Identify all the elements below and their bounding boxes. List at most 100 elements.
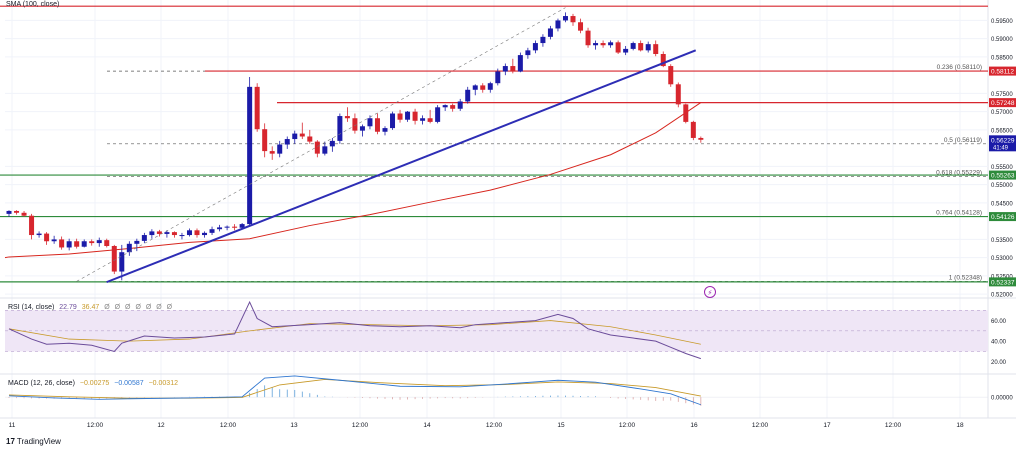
candle-body [299,133,305,137]
candle-body [186,230,192,236]
bullish-candle [457,98,463,111]
price-tag-label: 0.52337 [991,279,1015,286]
candle-body [367,118,373,127]
time-tick-label: 12 [157,422,165,429]
candle-body [668,66,674,85]
candle-body [59,239,65,248]
bullish-candle [337,113,343,144]
bullish-candle [179,232,185,240]
bullish-candle [405,110,411,122]
bearish-candle [269,146,275,160]
candle-body [638,43,644,51]
macd-tick-label: 0.00000 [991,396,1013,402]
bearish-candle [683,103,689,124]
price-tag-label: 0.54126 [991,214,1015,221]
time-tick-label: 12:00 [87,422,104,429]
candle-body [337,116,343,141]
bullish-candle [36,231,42,238]
time-tick-label: 15 [557,422,565,429]
time-axis[interactable]: 11 12:00 12 12:00 13 12:00 14 12:00 15 12:00 16 12:… [9,422,964,429]
bullish-candle [487,81,493,93]
bullish-candle [608,40,614,48]
bearish-candle [675,82,681,108]
bearish-candle [89,239,95,246]
macd-legend[interactable]: MACD (12, 26, close) −0.00275 −0.00587 −… [8,380,181,387]
candle-body [623,48,629,53]
candle-body [141,235,147,241]
rsi-legend[interactable]: RSI (14, close) 22.79 36.47 Ø Ø Ø Ø Ø Ø … [8,304,175,311]
candle-body [277,144,283,154]
candle-body [126,243,132,253]
sma-legend[interactable]: SMA (100, close) [6,1,62,8]
price-tag-box [989,66,1016,76]
tv-brand: TradingView [16,437,61,446]
candle-body [382,128,388,132]
rsi-ma-value: 36.47 [81,304,100,311]
candle-body [420,118,426,121]
bullish-candle [141,232,147,244]
rsi-value: 22.79 [59,304,77,311]
bearish-candle [450,103,456,112]
price-tick-label: 0.54500 [991,201,1013,207]
candle-body [179,235,185,237]
price-axis[interactable]: 0.59500 0.59000 0.58500 0.57500 0.57000 0.565… [989,19,1016,402]
candle-body [66,241,72,248]
price-tick-label: 0.59000 [991,37,1013,43]
candle-body [284,139,290,145]
candle-body [156,231,162,234]
bearish-candle [232,224,238,231]
bearish-candle [254,83,260,132]
bearish-candle [111,244,117,275]
bearish-candle [615,40,621,55]
candle-body [450,105,456,109]
candle-body [239,224,245,228]
macd-label: MACD (12, 26, close) [8,380,75,387]
candle-body [630,43,636,49]
bullish-candle [209,226,215,236]
rsi-extra: Ø [135,304,141,311]
bullish-candle [329,137,335,152]
tradingview-logo[interactable]: ⁠1⁠7 TradingView [6,437,61,446]
bearish-candle [397,109,403,123]
bullish-candle [593,40,599,50]
bullish-candle [630,41,636,51]
sma-100-line [4,102,702,259]
candle-body [134,240,140,244]
price-pane[interactable]: 0.236 (0.58110) 0.5 (0.56119) 0.618 (0.552… [0,5,988,298]
rsi-pane[interactable] [5,300,988,360]
price-tag-label: 0.56229 [991,137,1015,144]
candle-body [21,212,27,216]
bearish-candle [262,123,268,158]
bearish-candle [412,108,418,125]
macd-pane[interactable] [5,375,988,406]
candle-body [698,137,704,140]
lightning-icon [704,286,716,298]
candle-body [96,240,102,244]
candle-body [517,55,523,72]
candle-body [232,226,238,228]
candle-body [540,36,546,44]
candle-body [615,42,621,53]
candle-body [645,44,651,51]
bearish-candle [600,40,606,48]
bullish-candle [6,210,12,217]
lightning-icon-glyph: ⚡ [708,289,713,297]
candle-body [262,129,268,152]
bullish-candle [495,68,501,86]
candle-body [269,151,275,154]
candle-body [412,111,418,121]
candle-body [29,215,35,236]
time-tick-label: 14 [423,422,431,429]
candle-body [653,44,659,55]
bullish-candle [126,241,132,256]
time-tick-label: 11 [9,422,16,429]
bearish-candle [374,113,380,135]
candle-body [487,83,493,90]
bearish-candle [344,107,350,122]
bearish-candle [480,83,486,93]
candle-body [322,146,328,154]
bullish-candle [645,41,651,53]
bullish-candle [186,228,192,237]
bearish-candle [585,27,591,48]
